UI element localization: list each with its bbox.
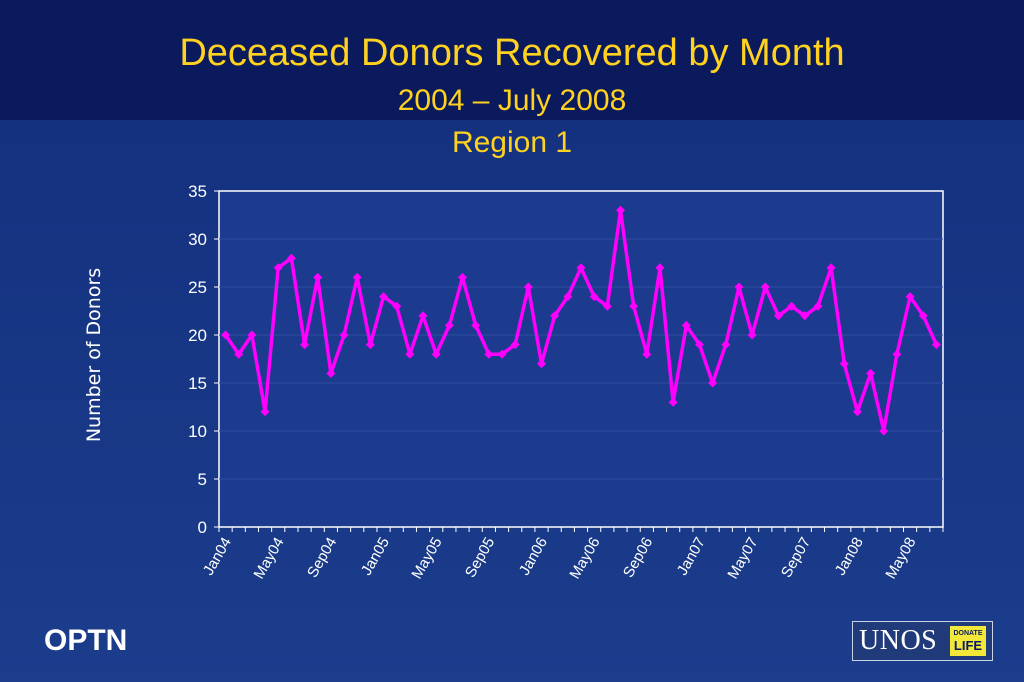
slide-subtitle: 2004 – July 2008	[397, 84, 627, 117]
unos-logo: UNOS DONATE LIFE	[852, 621, 993, 661]
plot-area	[218, 190, 944, 528]
x-tick-label: May07	[724, 535, 761, 582]
data-point	[221, 330, 231, 340]
y-tick-label: 5	[198, 470, 207, 489]
x-tick-label: May05	[408, 535, 445, 582]
data-point	[681, 320, 691, 330]
data-point	[326, 368, 336, 378]
data-point	[484, 349, 494, 359]
data-point	[800, 311, 810, 321]
data-point	[589, 292, 599, 302]
badge-bottom-text: LIFE	[953, 638, 983, 653]
data-point	[747, 330, 757, 340]
x-tick-label: Sep06	[620, 535, 656, 581]
data-point	[458, 272, 468, 282]
x-tick-label: Sep04	[304, 535, 340, 581]
logo-text: UNOS	[859, 625, 938, 656]
data-point	[721, 340, 731, 350]
data-point	[852, 407, 862, 417]
data-point	[655, 263, 665, 273]
x-tick-label: Sep05	[462, 535, 498, 581]
x-tick-label: Sep07	[778, 535, 814, 581]
data-point	[405, 349, 415, 359]
data-point	[813, 301, 823, 311]
data-point	[365, 340, 375, 350]
x-tick-label: Jan08	[832, 535, 867, 579]
y-axis: 0 5 10 15 20 25 30 35	[188, 182, 219, 537]
data-point	[879, 426, 889, 436]
data-markers	[221, 205, 941, 436]
x-tick-label: Jan04	[200, 535, 235, 579]
data-point	[615, 205, 625, 215]
data-point	[642, 349, 652, 359]
x-tick-label: Jan06	[516, 535, 551, 579]
data-point	[787, 301, 797, 311]
data-point	[431, 349, 441, 359]
y-tick-label: 20	[188, 326, 207, 345]
data-point	[931, 340, 941, 350]
donate-life-badge: DONATE LIFE	[950, 626, 986, 656]
data-point	[708, 378, 718, 388]
x-tick-label: Jan07	[674, 535, 709, 579]
data-point	[471, 320, 481, 330]
data-point	[313, 272, 323, 282]
data-point	[576, 263, 586, 273]
data-point	[602, 301, 612, 311]
data-point	[773, 311, 783, 321]
y-tick-label: 15	[188, 374, 207, 393]
data-point	[563, 292, 573, 302]
data-point	[892, 349, 902, 359]
data-point	[379, 292, 389, 302]
x-axis: Jan04 May04 Sep04 Jan05 May05 Sep05 Jan06 May06…	[200, 527, 944, 582]
data-point	[273, 263, 283, 273]
data-point	[523, 282, 533, 292]
y-tick-label: 25	[188, 278, 207, 297]
data-point	[734, 282, 744, 292]
data-point	[260, 407, 270, 417]
data-point	[839, 359, 849, 369]
data-point	[760, 282, 770, 292]
slide-region: Region 1	[451, 126, 573, 159]
data-point	[234, 349, 244, 359]
data-point	[550, 311, 560, 321]
y-tick-label: 35	[188, 182, 207, 201]
gridlines	[219, 238, 943, 480]
data-point	[444, 320, 454, 330]
x-tick-label: May08	[882, 535, 919, 582]
data-point	[866, 368, 876, 378]
slide-title: Deceased Donors Recovered by Month	[179, 32, 845, 74]
data-point	[286, 253, 296, 263]
y-tick-label: 0	[198, 518, 207, 537]
data-point	[352, 272, 362, 282]
data-point	[537, 359, 547, 369]
data-point	[694, 340, 704, 350]
data-point	[247, 330, 257, 340]
data-point	[918, 311, 928, 321]
data-point	[668, 397, 678, 407]
x-tick-label: May04	[250, 535, 287, 582]
data-point	[418, 311, 428, 321]
badge-top-text: DONATE	[953, 630, 983, 637]
x-tick-label: Jan05	[358, 535, 393, 579]
optn-footer: OPTN	[44, 624, 128, 657]
data-point	[497, 349, 507, 359]
data-point	[826, 263, 836, 273]
y-tick-label: 30	[188, 230, 207, 249]
y-tick-label: 10	[188, 422, 207, 441]
data-point	[629, 301, 639, 311]
data-point	[339, 330, 349, 340]
data-point	[905, 292, 915, 302]
title-band	[0, 0, 1024, 120]
data-point	[392, 301, 402, 311]
data-point	[510, 340, 520, 350]
data-point	[300, 340, 310, 350]
x-tick-label: May06	[566, 535, 603, 582]
y-axis-label: Number of Donors	[83, 268, 105, 442]
